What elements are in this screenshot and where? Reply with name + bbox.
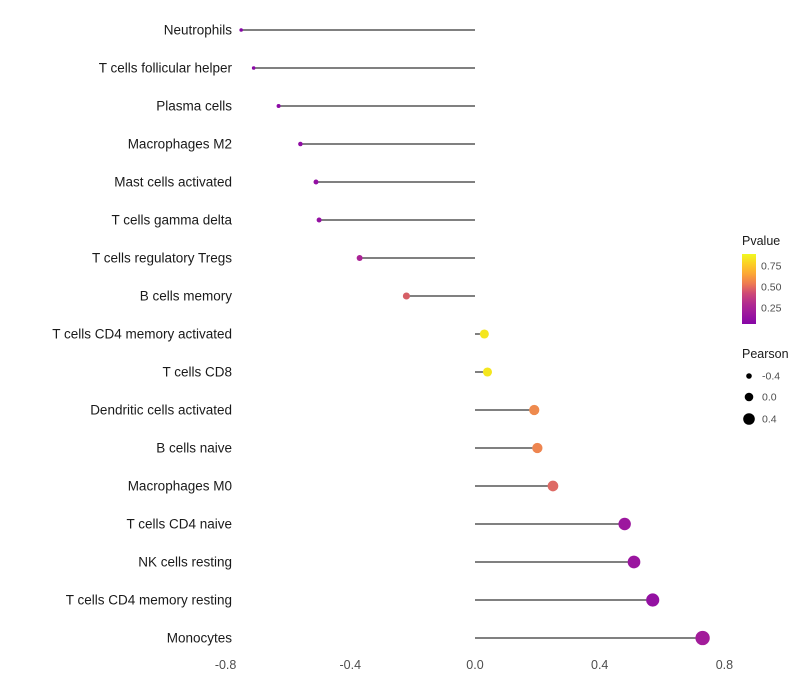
lollipop-dot: [695, 630, 710, 646]
category-label: Macrophages M2: [128, 137, 232, 152]
lollipop-row: T cells CD4 naive: [126, 517, 631, 532]
lollipop-dot: [298, 141, 303, 147]
category-label: Neutrophils: [164, 23, 233, 38]
x-tick-label: -0.8: [215, 658, 237, 672]
lollipop-row: Monocytes: [167, 631, 710, 646]
lollipop-rows: Neutrophils T cells follicular helper Plas…: [52, 23, 710, 646]
category-label: Plasma cells: [156, 99, 232, 114]
lollipop-row: T cells CD4 memory resting: [66, 593, 660, 608]
lollipop-row: T cells CD8: [162, 365, 493, 380]
pearson-legend-title: Pearson: [742, 347, 789, 361]
lollipop-dot: [482, 367, 493, 377]
category-label: T cells CD4 memory activated: [52, 327, 232, 342]
x-tick-label: -0.4: [340, 658, 362, 672]
lollipop-dot: [356, 255, 363, 261]
lollipop-dot: [547, 480, 559, 492]
lollipop-row: Plasma cells: [156, 99, 475, 114]
lollipop-dot: [532, 442, 543, 454]
pearson-size-label: -0.4: [762, 371, 780, 383]
lollipop-row: T cells CD4 memory activated: [52, 327, 489, 342]
lollipop-dot: [276, 103, 281, 109]
category-label: T cells follicular helper: [99, 61, 233, 76]
pvalue-tick-label: 0.25: [761, 302, 782, 314]
lollipop-dot: [251, 66, 256, 70]
lollipop-dot: [627, 555, 641, 569]
lollipop-row: Mast cells activated: [114, 175, 475, 190]
category-label: Mast cells activated: [114, 175, 232, 190]
category-label: NK cells resting: [138, 555, 232, 570]
pvalue-tick-label: 0.50: [761, 281, 782, 293]
pvalue-tick-label: 0.75: [761, 260, 782, 272]
pvalue-legend-ticks: 0.75 0.50 0.25: [761, 260, 782, 314]
lollipop-dot: [479, 329, 489, 339]
category-label: B cells memory: [140, 289, 233, 304]
category-label: Monocytes: [167, 631, 233, 646]
lollipop-row: B cells naive: [156, 441, 543, 456]
x-tick-label: 0.4: [591, 658, 608, 672]
x-tick-label: 0.0: [466, 658, 483, 672]
lollipop-dot: [313, 179, 319, 185]
lollipop-dot: [239, 28, 243, 32]
legend: Pvalue 0.75 0.50 0.25 Pearson -0.4 0.0 0.4: [742, 234, 789, 426]
lollipop-dot: [618, 517, 631, 531]
lollipop-row: NK cells resting: [138, 555, 641, 570]
category-label: T cells regulatory Tregs: [92, 251, 232, 266]
lollipop-row: Dendritic cells activated: [90, 403, 540, 418]
category-label: Dendritic cells activated: [90, 403, 232, 418]
category-label: B cells naive: [156, 441, 232, 456]
pearson-size-dot: [746, 373, 752, 379]
lollipop-row: Macrophages M2: [128, 137, 475, 152]
lollipop-row: Neutrophils: [164, 23, 475, 38]
category-label: Macrophages M0: [128, 479, 232, 494]
pearson-size-dot: [744, 392, 754, 402]
category-label: T cells CD4 memory resting: [66, 593, 232, 608]
lollipop-dot: [316, 217, 322, 223]
category-label: T cells gamma delta: [111, 213, 232, 228]
category-label: T cells CD8: [162, 365, 232, 380]
lollipop-row: B cells memory: [140, 289, 475, 304]
lollipop-dot: [646, 593, 660, 607]
pearson-size-legend: -0.4 0.0 0.4: [743, 371, 780, 426]
lollipop-row: T cells gamma delta: [111, 213, 475, 228]
pvalue-legend-title: Pvalue: [742, 234, 780, 248]
pearson-size-label: 0.0: [762, 392, 777, 404]
pearson-size-dot: [743, 413, 755, 425]
lollipop-row: T cells regulatory Tregs: [92, 251, 475, 266]
lollipop-row: Macrophages M0: [128, 479, 559, 494]
lollipop-dot: [402, 292, 410, 300]
pvalue-gradient-bar: [742, 254, 756, 324]
lollipop-row: T cells follicular helper: [99, 61, 475, 76]
x-tick-label: 0.8: [716, 658, 733, 672]
category-label: T cells CD4 naive: [126, 517, 232, 532]
x-axis: -0.8 -0.4 0.0 0.4 0.8: [215, 658, 733, 672]
pearson-size-label: 0.4: [762, 414, 777, 426]
lollipop-dot: [529, 404, 540, 416]
